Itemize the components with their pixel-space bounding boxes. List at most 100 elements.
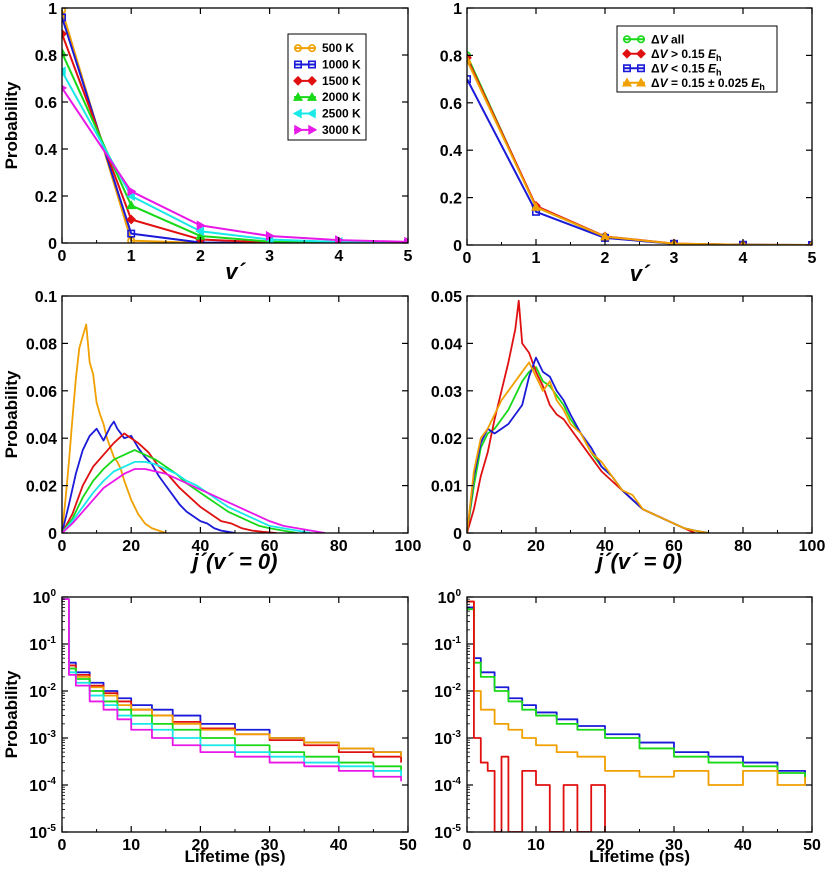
data-point [404, 236, 408, 243]
x-tick-label: 4 [739, 250, 748, 267]
legend-label: 2000 K [322, 90, 361, 104]
panel-p4: 0 20 40 60 80 100 0 0.01 0.02 0.03 0.04 0.05 j´(v´ =… [431, 289, 826, 574]
legend-marker [293, 75, 303, 86]
series-group [467, 299, 709, 533]
y-tick-label: 10-2 [29, 682, 56, 701]
legend-marker [621, 77, 633, 87]
series-line-4 [62, 460, 312, 533]
data-point [62, 66, 66, 77]
data-point [62, 8, 66, 15]
data-point [467, 75, 471, 84]
x-tick-label: 4 [334, 248, 343, 265]
plot-frame [61, 295, 409, 534]
plot-frame [466, 596, 813, 833]
y-tick-label: 0.02 [26, 479, 57, 496]
x-tick-label: 20 [192, 837, 210, 854]
x-tick-label: 40 [192, 538, 210, 555]
y-tick-label: 1 [453, 1, 462, 18]
series-group [62, 323, 326, 533]
x-tick-label: 10 [527, 837, 545, 854]
x-tick-label: 0 [463, 837, 472, 854]
x-tick-label: 0 [58, 538, 67, 555]
y-tick-label: 0 [48, 526, 57, 543]
x-tick-label: 40 [596, 538, 614, 555]
x-axis-label: v´ [630, 261, 651, 286]
series-line-3 [467, 600, 606, 832]
series-line-3 [62, 598, 402, 771]
y-tick-label: 0 [48, 236, 57, 253]
panel-p2: 0 1 2 3 4 5 0 0.2 0.4 0.6 0.8 1 v´ [440, 1, 817, 286]
legend-marker [636, 64, 645, 73]
y-tick-label: 0 [453, 238, 462, 255]
y-tick-label: 10-5 [29, 823, 56, 842]
x-tick-label: 0 [463, 538, 472, 555]
y-tick-label: 10-4 [434, 776, 461, 795]
y-tick-label: 0.2 [35, 189, 57, 206]
y-tick-label: 0.6 [35, 95, 57, 112]
y-tick-label: 0.04 [26, 431, 57, 448]
series-group [62, 598, 402, 782]
x-axis-label: j´(v´ = 0) [190, 549, 278, 574]
y-tick-label: 0.04 [431, 336, 462, 353]
legend-label: 2500 K [322, 107, 361, 121]
y-tick-label: 0.4 [35, 142, 57, 159]
y-tick-label: 100 [33, 588, 57, 607]
y-tick-label: 10-4 [29, 776, 56, 795]
legend-item: 1500 K [293, 74, 361, 88]
x-tick-label: 3 [670, 250, 679, 267]
legend-marker [307, 60, 316, 69]
y-axis-label: Probability [2, 670, 21, 758]
y-tick-label: 10-1 [434, 635, 461, 654]
legend-label: 500 K [322, 41, 354, 55]
series-line-0 [467, 366, 709, 533]
data-point [126, 214, 137, 225]
x-tick-label: 40 [330, 837, 348, 854]
legend-marker [636, 35, 645, 44]
y-tick-label: 10-3 [434, 729, 461, 748]
x-tick-label: 0 [58, 248, 67, 265]
x-axis-label: Lifetime (ps) [589, 847, 690, 866]
data-point [530, 201, 542, 211]
data-point [196, 220, 206, 231]
legend-item: 3000 K [294, 123, 361, 137]
series-line-2 [62, 598, 402, 757]
series-line-2 [467, 600, 806, 786]
y-tick-label: 1 [48, 1, 57, 18]
y-tick-label: 10-3 [29, 729, 56, 748]
x-tick-label: 40 [734, 837, 752, 854]
legend-label: ΔV all [651, 32, 684, 46]
legend-marker [622, 64, 631, 73]
y-axis-label: Probability [2, 81, 21, 169]
legend-item: ΔV < 0.15 Eh [622, 61, 722, 77]
legend-marker [293, 60, 302, 69]
x-tick-label: 100 [799, 538, 826, 555]
x-tick-label: 2 [196, 248, 205, 265]
series-line-0 [62, 10, 408, 243]
x-tick-label: 60 [665, 538, 683, 555]
panel-p5: 0 10 20 30 40 50 10-5 10-4 10-3 10-2 10-1 100 Probab… [2, 588, 417, 866]
y-tick-label: 0.2 [440, 191, 462, 208]
x-tick-label: 20 [122, 538, 140, 555]
series-line-0 [62, 598, 402, 757]
legend-label: ΔV > 0.15 Eh [651, 47, 722, 63]
panel-p6: 0 10 20 30 40 50 10-5 10-4 10-3 10-2 10-1 100 Lifeti… [434, 588, 821, 866]
y-tick-label: 0.08 [26, 336, 57, 353]
x-tick-label: 80 [734, 538, 752, 555]
legend-marker [307, 44, 316, 53]
legend-item: 2000 K [292, 90, 361, 104]
legend-marker [292, 108, 302, 119]
legend-marker [622, 48, 632, 59]
data-point [62, 28, 67, 39]
y-tick-label: 0.4 [440, 143, 462, 160]
legend-item: ΔV > 0.15 Eh [622, 47, 722, 63]
x-tick-label: 0 [58, 837, 67, 854]
x-tick-label: 50 [399, 837, 417, 854]
series-line-1 [467, 299, 696, 533]
data-point [467, 54, 473, 64]
legend-marker [306, 91, 318, 101]
x-axis-label: Lifetime (ps) [184, 847, 285, 866]
x-tick-label: 5 [808, 250, 817, 267]
y-tick-label: 100 [438, 588, 462, 607]
y-tick-label: 0.1 [35, 289, 57, 306]
